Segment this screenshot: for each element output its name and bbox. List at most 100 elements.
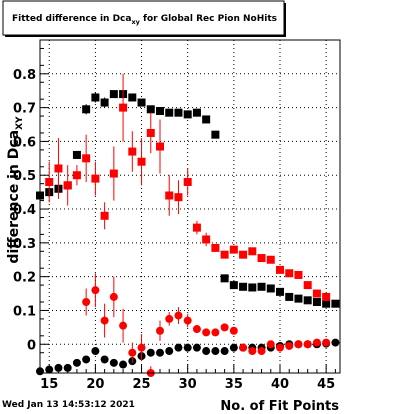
data-point <box>54 363 63 372</box>
data-point <box>220 323 229 332</box>
data-point <box>109 358 118 367</box>
data-point <box>146 348 155 357</box>
data-point <box>82 105 91 114</box>
data-point <box>276 265 284 274</box>
data-point <box>202 328 211 337</box>
data-point <box>119 321 128 330</box>
data-point <box>266 255 275 264</box>
data-point <box>303 296 312 305</box>
y-label-main: difference in Dca <box>6 130 22 264</box>
chart-title: Fitted difference in Dcaxy for Global Re… <box>12 14 277 26</box>
data-point <box>128 348 137 357</box>
data-point <box>146 105 155 114</box>
data-point <box>229 245 238 254</box>
data-point <box>100 355 109 364</box>
data-point <box>248 247 257 256</box>
data-point <box>91 174 100 183</box>
data-point <box>303 340 312 349</box>
data-point <box>109 292 118 301</box>
data-point <box>156 106 164 115</box>
x-tick-label: 40 <box>271 377 289 392</box>
data-point <box>192 343 201 352</box>
data-point <box>165 108 174 117</box>
data-point <box>100 316 109 325</box>
data-point <box>174 343 183 352</box>
data-point <box>72 358 81 367</box>
data-point <box>63 181 72 190</box>
axis-ticks: 15 20 25 30 35 40 45 0 0.1 0.2 0.3 0.4 0.5 0.6 0.7 0.8 <box>13 47 336 392</box>
data-point <box>192 223 201 232</box>
data-point <box>257 347 266 356</box>
data-point <box>285 269 294 278</box>
x-tick-label: 45 <box>317 377 335 392</box>
data-point <box>239 343 248 352</box>
y-tick-label: 0.6 <box>13 135 36 150</box>
plot-area: 15 20 25 30 35 40 45 0 0.1 0.2 0.3 0.4 0.5 0.6 0.7 0.8 <box>13 39 341 392</box>
data-point <box>45 365 54 374</box>
y-tick-label: 0 <box>27 338 36 353</box>
y-tick-label: 0.2 <box>13 271 36 286</box>
data-point <box>183 177 192 186</box>
data-point <box>211 130 220 139</box>
x-tick-label: 25 <box>132 377 150 392</box>
data-point <box>156 348 164 357</box>
data-point <box>109 90 118 99</box>
data-point <box>331 299 340 308</box>
data-point <box>100 211 109 220</box>
data-point <box>91 93 100 102</box>
data-point <box>229 343 238 352</box>
timestamp: Wed Jan 13 14:53:12 2021 <box>2 400 135 410</box>
data-point <box>312 298 321 307</box>
data-point <box>312 289 321 298</box>
data-point <box>276 287 284 296</box>
data-point <box>174 108 183 117</box>
data-point <box>266 340 275 349</box>
data-point <box>257 254 266 263</box>
data-point <box>294 270 303 279</box>
data-point <box>331 338 340 347</box>
data-point <box>202 235 211 244</box>
y-axis-label: difference in DcaXY <box>6 116 25 264</box>
series-4 <box>82 273 331 377</box>
data-point <box>285 341 294 350</box>
data-point <box>174 193 183 202</box>
data-point <box>285 292 294 301</box>
y-tick-label: 0.8 <box>13 68 36 83</box>
data-point <box>220 347 229 356</box>
data-point <box>211 347 220 356</box>
data-point <box>183 110 192 119</box>
data-point <box>165 314 174 323</box>
y-label-subscript: XY <box>15 116 25 130</box>
data-point <box>128 147 137 156</box>
y-tick-label: 0.4 <box>13 203 36 218</box>
data-point <box>322 338 331 347</box>
data-point <box>128 93 137 102</box>
x-axis-label: No. of Fit Points <box>220 399 339 414</box>
data-point <box>165 191 174 200</box>
y-tick-label: 0.7 <box>13 102 36 117</box>
data-point <box>202 115 211 124</box>
data-point <box>45 177 54 186</box>
data-point <box>239 282 248 291</box>
data-point <box>192 108 201 117</box>
data-point <box>100 98 109 107</box>
data-point <box>109 169 118 178</box>
data-point <box>119 360 128 369</box>
data-point <box>63 363 72 372</box>
data-point <box>146 128 155 137</box>
data-point <box>211 243 220 252</box>
x-tick-label: 30 <box>179 377 197 392</box>
chart-title-box: Fitted difference in Dcaxy for Global Re… <box>2 0 286 37</box>
data-point <box>229 281 238 290</box>
data-point <box>156 326 164 335</box>
title-main: Fitted difference in Dca <box>12 14 131 24</box>
data-point <box>322 299 331 308</box>
x-tick-label: 35 <box>225 377 243 392</box>
data-point <box>312 338 321 347</box>
data-point <box>137 98 146 107</box>
data-point <box>294 294 303 303</box>
data-point <box>303 281 312 290</box>
data-point <box>137 343 146 352</box>
data-point <box>229 326 238 335</box>
